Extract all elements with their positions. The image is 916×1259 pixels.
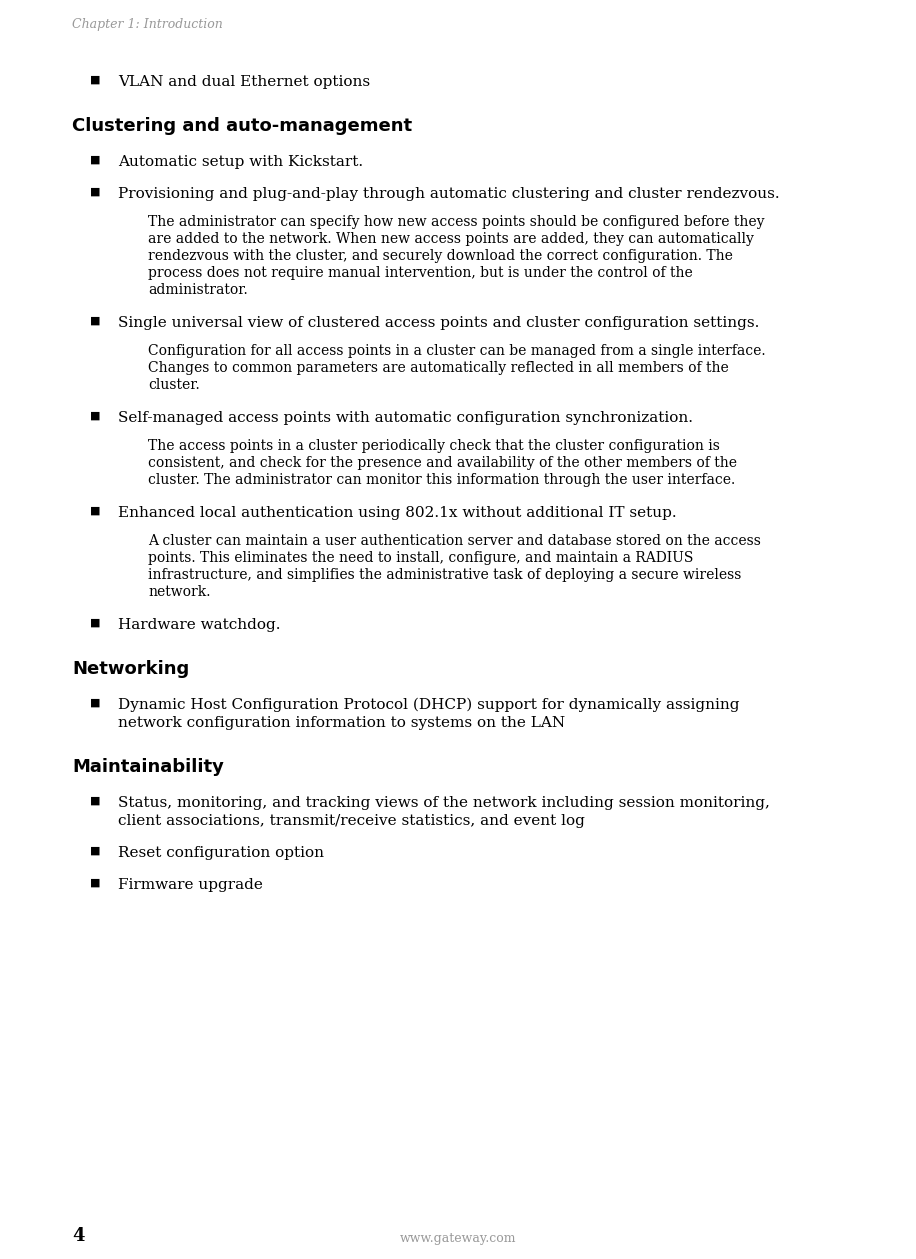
Text: ■: ■ — [90, 846, 101, 856]
Text: Hardware watchdog.: Hardware watchdog. — [118, 618, 280, 632]
Text: process does not require manual intervention, but is under the control of the: process does not require manual interven… — [148, 266, 692, 279]
Text: consistent, and check for the presence and availability of the other members of : consistent, and check for the presence a… — [148, 456, 737, 470]
Text: Enhanced local authentication using 802.1x without additional IT setup.: Enhanced local authentication using 802.… — [118, 506, 677, 520]
Text: Maintainability: Maintainability — [72, 758, 224, 776]
Text: ■: ■ — [90, 618, 101, 628]
Text: VLAN and dual Ethernet options: VLAN and dual Ethernet options — [118, 76, 370, 89]
Text: ■: ■ — [90, 155, 101, 165]
Text: administrator.: administrator. — [148, 283, 247, 297]
Text: ■: ■ — [90, 188, 101, 196]
Text: www.gateway.com: www.gateway.com — [399, 1233, 517, 1245]
Text: Networking: Networking — [72, 660, 190, 679]
Text: ■: ■ — [90, 316, 101, 326]
Text: Status, monitoring, and tracking views of the network including session monitori: Status, monitoring, and tracking views o… — [118, 796, 769, 810]
Text: Provisioning and plug-and-play through automatic clustering and cluster rendezvo: Provisioning and plug-and-play through a… — [118, 188, 780, 201]
Text: rendezvous with the cluster, and securely download the correct configuration. Th: rendezvous with the cluster, and securel… — [148, 249, 733, 263]
Text: ■: ■ — [90, 796, 101, 806]
Text: infrastructure, and simplifies the administrative task of deploying a secure wir: infrastructure, and simplifies the admin… — [148, 568, 741, 582]
Text: The administrator can specify how new access points should be configured before : The administrator can specify how new ac… — [148, 215, 765, 229]
Text: cluster. The administrator can monitor this information through the user interfa: cluster. The administrator can monitor t… — [148, 473, 736, 487]
Text: Self-managed access points with automatic configuration synchronization.: Self-managed access points with automati… — [118, 410, 693, 426]
Text: cluster.: cluster. — [148, 378, 200, 392]
Text: A cluster can maintain a user authentication server and database stored on the a: A cluster can maintain a user authentica… — [148, 534, 761, 548]
Text: ■: ■ — [90, 506, 101, 516]
Text: Dynamic Host Configuration Protocol (DHCP) support for dynamically assigning: Dynamic Host Configuration Protocol (DHC… — [118, 697, 739, 713]
Text: network.: network. — [148, 585, 211, 599]
Text: ■: ■ — [90, 878, 101, 888]
Text: ■: ■ — [90, 76, 101, 86]
Text: Reset configuration option: Reset configuration option — [118, 846, 324, 860]
Text: are added to the network. When new access points are added, they can automatical: are added to the network. When new acces… — [148, 232, 754, 246]
Text: ■: ■ — [90, 697, 101, 708]
Text: Firmware upgrade: Firmware upgrade — [118, 878, 263, 891]
Text: Configuration for all access points in a cluster can be managed from a single in: Configuration for all access points in a… — [148, 344, 766, 358]
Text: Clustering and auto-management: Clustering and auto-management — [72, 117, 412, 135]
Text: The access points in a cluster periodically check that the cluster configuration: The access points in a cluster periodica… — [148, 439, 720, 453]
Text: ■: ■ — [90, 410, 101, 421]
Text: client associations, transmit/receive statistics, and event log: client associations, transmit/receive st… — [118, 815, 585, 828]
Text: 4: 4 — [72, 1228, 84, 1245]
Text: Automatic setup with Kickstart.: Automatic setup with Kickstart. — [118, 155, 363, 169]
Text: Changes to common parameters are automatically reflected in all members of the: Changes to common parameters are automat… — [148, 361, 729, 375]
Text: Single universal view of clustered access points and cluster configuration setti: Single universal view of clustered acces… — [118, 316, 759, 330]
Text: points. This eliminates the need to install, configure, and maintain a RADIUS: points. This eliminates the need to inst… — [148, 551, 693, 565]
Text: Chapter 1: Introduction: Chapter 1: Introduction — [72, 18, 223, 31]
Text: network configuration information to systems on the LAN: network configuration information to sys… — [118, 716, 565, 730]
